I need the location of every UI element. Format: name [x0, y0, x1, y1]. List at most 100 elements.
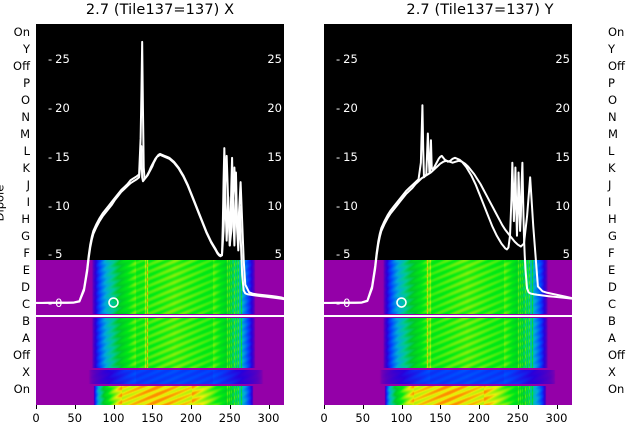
- panel-x-ytick-right-15: 15: [267, 149, 282, 164]
- dipole-label-y-1: Y: [608, 42, 616, 56]
- panel-y-ytick-right-25: 25: [555, 52, 570, 67]
- xtick-label-200: 200: [180, 411, 202, 425]
- dipole-label-e-14: E: [608, 263, 616, 277]
- panel-y-ytick-right-20: 20: [555, 101, 570, 116]
- panel-x-ytick-left-15: -15: [48, 149, 70, 164]
- panel-y-waterfall-upper: [324, 260, 572, 314]
- spectrum-curve-1: [36, 145, 284, 305]
- dipole-label-i-10: I: [608, 195, 612, 209]
- panel-x-ytick-right-5: 5: [274, 247, 282, 262]
- dipole-label-on-0: On: [608, 25, 625, 39]
- dipole-label-o-4: O: [608, 93, 618, 107]
- panel-y: 2.7 (Tile137=137) Y -5 5 -10 10 -15 15 -20 20 -2…: [320, 0, 640, 440]
- panel-y-waterfall-faint: [324, 370, 572, 384]
- xtick-200: [191, 405, 192, 409]
- panel-x-ytick-left-10: -10: [48, 198, 70, 213]
- panel-x-curves: [36, 40, 284, 308]
- dipole-label-d-15: D: [21, 280, 30, 294]
- spectrum-curve-1: [324, 159, 572, 305]
- xtick-150: [152, 405, 154, 409]
- dipole-label-d-15: D: [608, 280, 617, 294]
- dipole-label-f-13: F: [608, 246, 615, 260]
- panel-x-ytick-right-10: 10: [267, 198, 282, 213]
- panel-y-spectrum-background: [324, 24, 572, 260]
- spectrum-curve-0: [36, 40, 284, 304]
- panel-y-ytick-left-20: -20: [336, 101, 358, 116]
- panel-y-title: 2.7 (Tile137=137) Y: [406, 2, 554, 18]
- panel-y-ytick-left-0: -0: [336, 296, 351, 310]
- panel-x-waterfall-lower: [36, 318, 284, 368]
- panel-x-separator-line: [36, 315, 284, 317]
- spectrum-curve-0: [324, 104, 572, 304]
- xtick-label-100: 100: [390, 411, 413, 425]
- xtick-label-250: 250: [506, 411, 529, 425]
- dipole-label-n-5: N: [21, 110, 30, 124]
- dipole-label-k-8: K: [22, 161, 30, 175]
- dipole-label-g-12: G: [608, 229, 617, 243]
- dipole-label-y-1: Y: [22, 42, 30, 56]
- dipole-label-p-3: P: [608, 76, 615, 90]
- xtick-label-50: 50: [355, 411, 371, 425]
- panel-y-ytick-left-5: -5: [336, 247, 351, 262]
- xtick-label-250: 250: [218, 411, 241, 425]
- panel-x-ytick-right-25: 25: [267, 52, 282, 67]
- panel-y-axes: -5 5 -10 10 -15 15 -20 20 -25 25 -0: [324, 24, 572, 405]
- panel-x: 2.7 (Tile137=137) X -5 5 -10 10 -15 15 -20 20 -2…: [32, 2, 284, 437]
- dipole-label-off-19: Off: [13, 348, 30, 362]
- dipole-label-a-18: A: [608, 331, 616, 345]
- panel-x-ytick-right-20: 20: [267, 101, 282, 116]
- dipole-label-j-9: J: [608, 178, 612, 192]
- dipole-label-x-20: X: [608, 365, 616, 379]
- dipole-label-off-19: Off: [608, 348, 625, 362]
- panel-y-curves: [324, 104, 572, 308]
- panel-x-waterfall-bottom: [36, 386, 284, 405]
- xtick-label-150: 150: [429, 411, 452, 425]
- xtick-250: [517, 405, 519, 409]
- panel-x-xaxis: 0 50 100 150 200 250 300: [32, 405, 284, 437]
- xtick-250: [229, 405, 231, 409]
- dipole-label-b-17: B: [608, 314, 616, 328]
- xtick-0: [324, 405, 325, 409]
- xtick-label-300: 300: [545, 411, 568, 425]
- dipole-label-m-6: M: [20, 127, 30, 141]
- dipole-label-h-11: H: [608, 212, 617, 226]
- panel-y-xaxis: 0 50 100 150 200 250 300: [320, 405, 572, 437]
- xtick-label-200: 200: [468, 411, 490, 425]
- dipole-label-c-16: C: [608, 297, 617, 311]
- dipole-label-off-2: Off: [608, 59, 625, 73]
- dipole-label-l-7: L: [23, 144, 30, 158]
- panel-y-separator-line: [324, 315, 572, 317]
- panel-y-waterfall-lower: [324, 318, 572, 368]
- dipole-label-c-16: C: [21, 297, 30, 311]
- panel-x-title: 2.7 (Tile137=137) X: [85, 2, 235, 18]
- dipole-label-g-12: G: [21, 229, 30, 243]
- dipole-label-f-13: F: [23, 246, 30, 260]
- xtick-label-300: 300: [257, 411, 280, 425]
- dipole-label-j-9: J: [26, 178, 30, 192]
- xtick-label-0: 0: [320, 411, 328, 425]
- dipole-label-off-2: Off: [13, 59, 30, 73]
- xtick-label-0: 0: [32, 411, 40, 425]
- dipole-axis-labels-left: On Y Off P O N M L K J I H G F E D C B A Off X On: [0, 0, 34, 440]
- dipole-label-n-5: N: [608, 110, 617, 124]
- xtick-150: [440, 405, 442, 409]
- dipole-label-a-18: A: [22, 331, 30, 345]
- xtick-300: [268, 405, 270, 409]
- dipole-label-o-4: O: [20, 93, 30, 107]
- panel-x-ytick-left-0: -0: [48, 296, 63, 310]
- panel-x-ytick-left-25: -25: [48, 52, 70, 67]
- panel-y-ytick-right-15: 15: [555, 149, 570, 164]
- xtick-50: [74, 405, 76, 409]
- zero-marker: [108, 297, 119, 308]
- xtick-100: [113, 405, 115, 409]
- panel-x-waterfall-faint: [36, 370, 284, 384]
- dipole-label-on-0: On: [13, 25, 30, 39]
- panel-x-axes: -5 5 -10 10 -15 15 -20 20 -25 25 -0: [36, 24, 284, 405]
- dipole-label-on-21: On: [13, 382, 30, 396]
- xtick-label-100: 100: [102, 411, 125, 425]
- dipole-label-l-7: L: [608, 144, 615, 158]
- panel-y-ytick-right-10: 10: [555, 198, 570, 213]
- dipole-label-k-8: K: [608, 161, 616, 175]
- panel-x-ytick-left-20: -20: [48, 101, 70, 116]
- xtick-200: [479, 405, 480, 409]
